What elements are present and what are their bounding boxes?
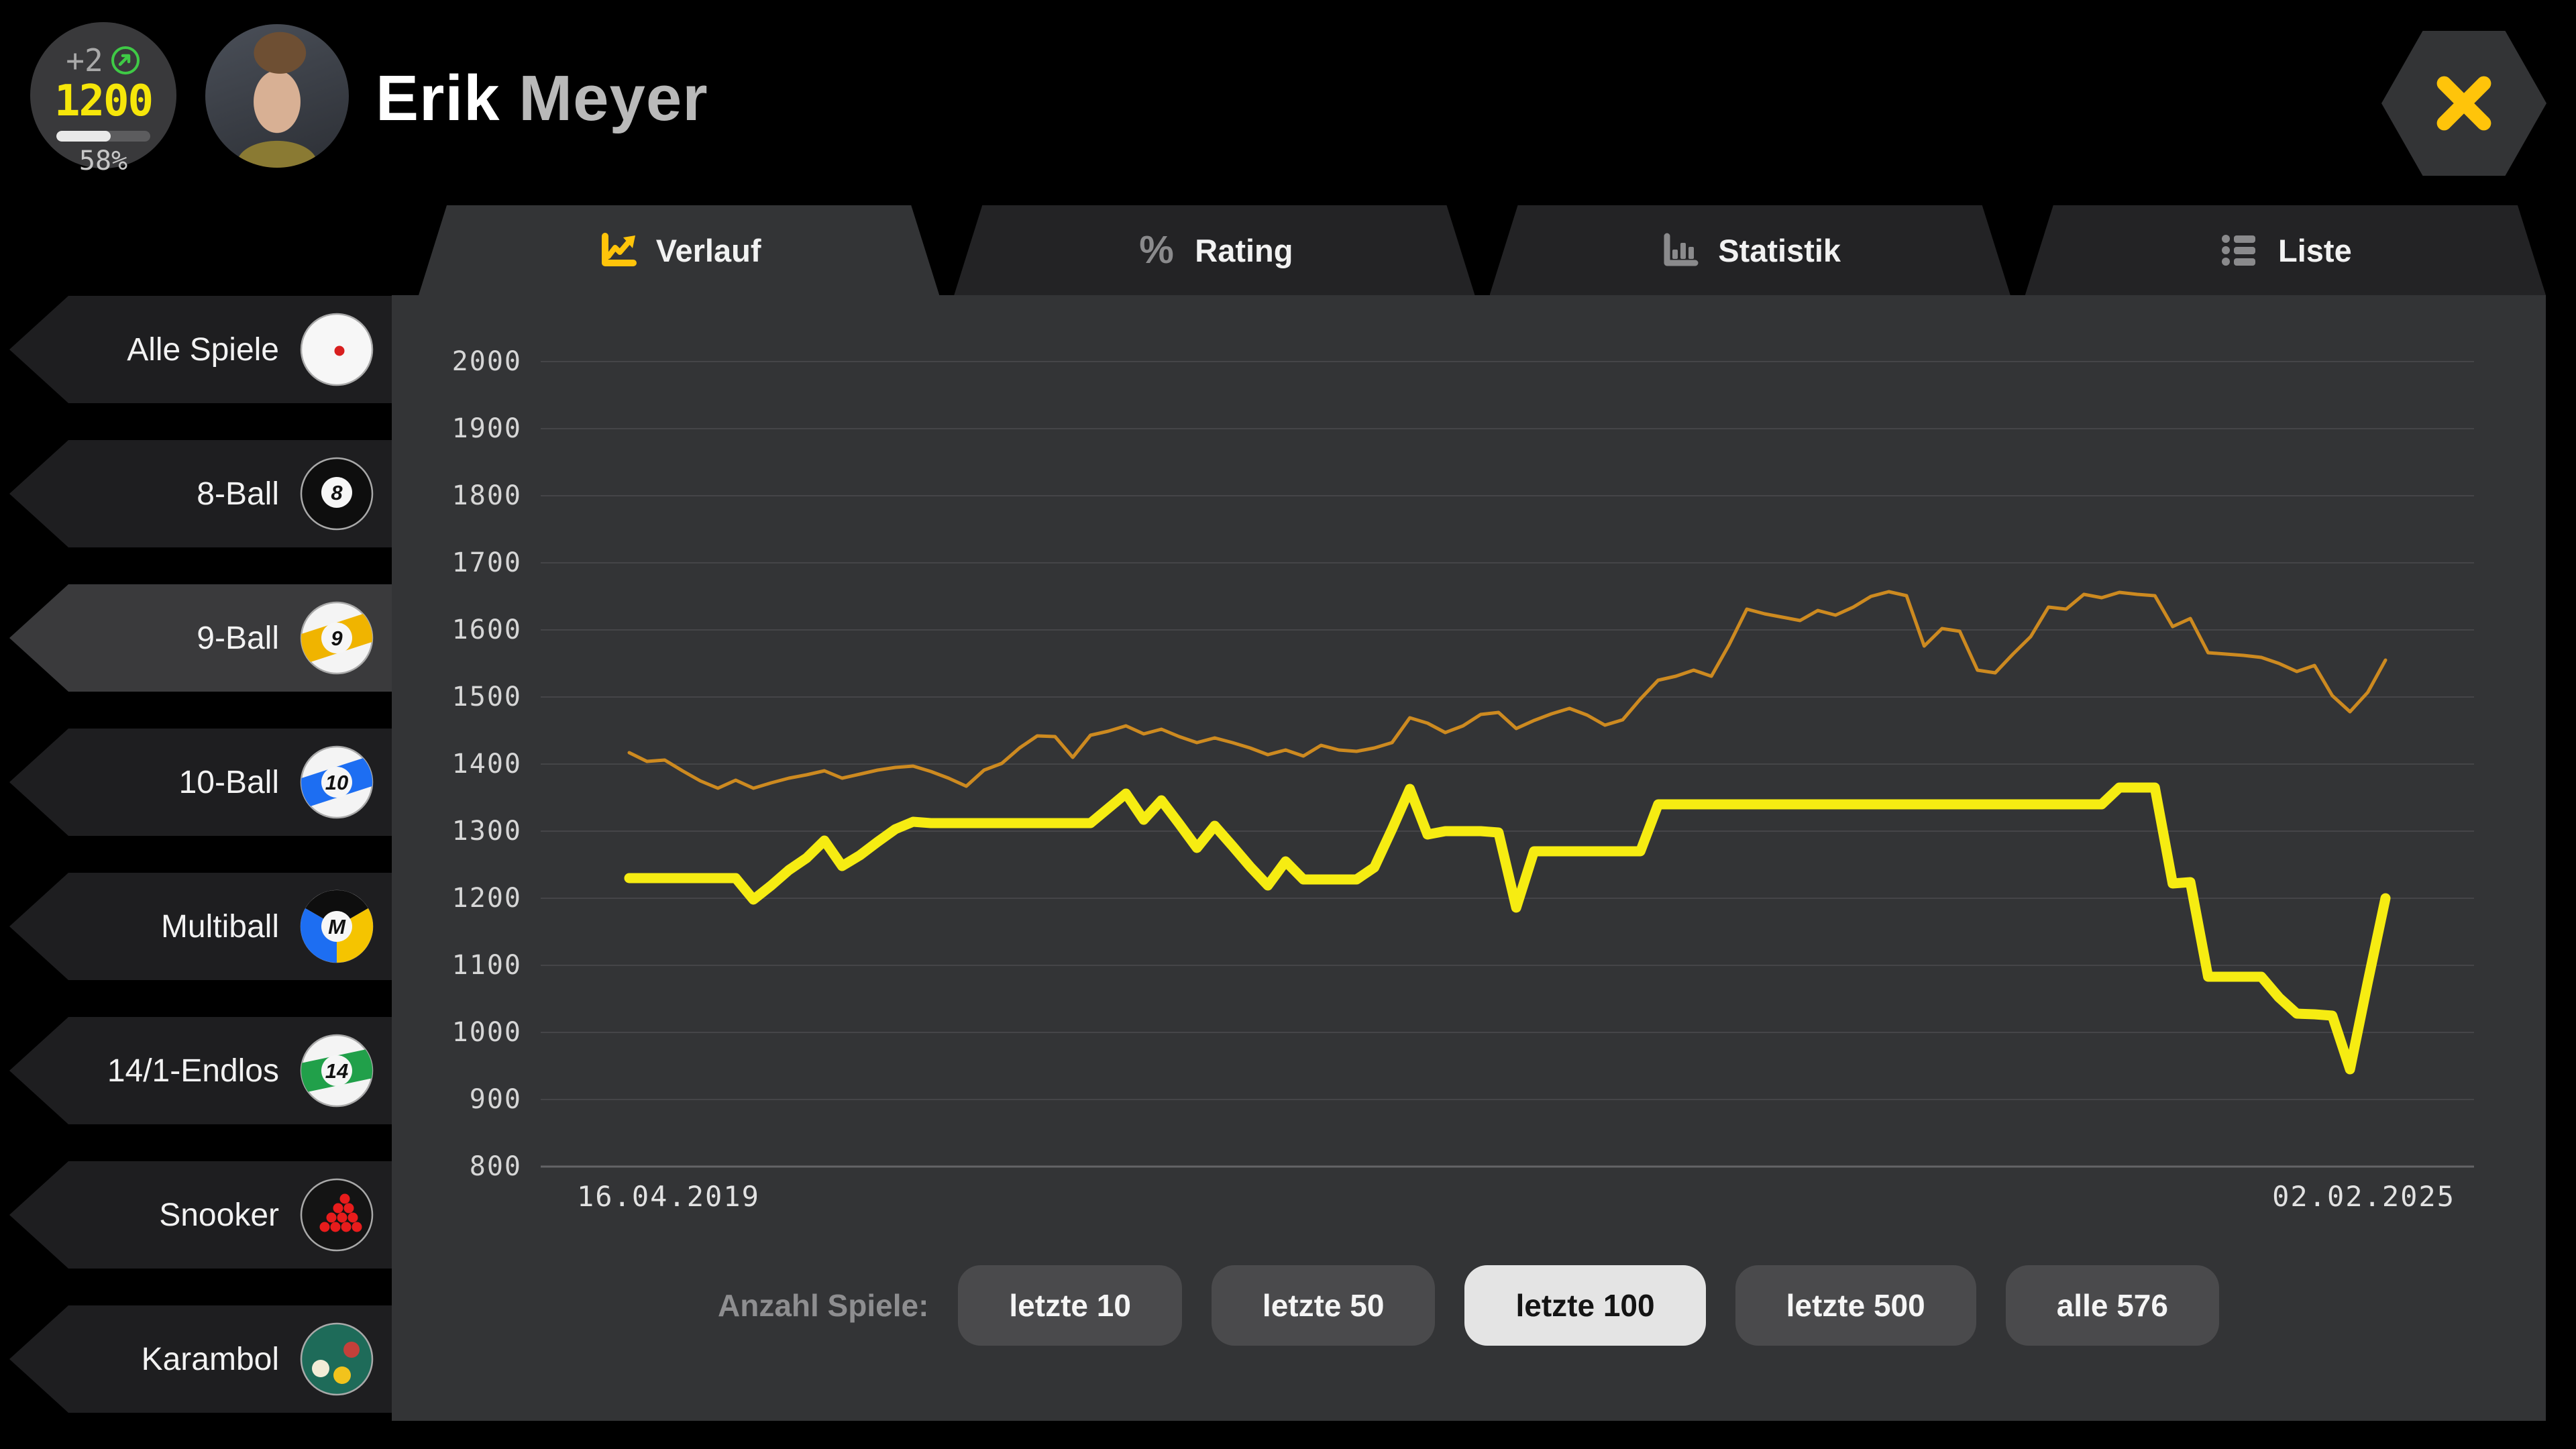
y-tick-label: 900 xyxy=(470,1084,522,1115)
rating-value: 1200 xyxy=(54,76,154,126)
eight-ball-icon: 8 xyxy=(300,457,374,531)
ten-ball-icon: 10 xyxy=(300,745,374,819)
sidebar-item-label: 10-Ball xyxy=(178,764,279,800)
y-tick-label: 1600 xyxy=(452,614,522,645)
tab-label: Statistik xyxy=(1718,232,1841,268)
filter-button-letzte-100[interactable]: letzte 100 xyxy=(1464,1265,1706,1346)
sidebar-item-alle-spiele[interactable]: Alle Spiele xyxy=(9,296,392,403)
y-tick-label: 1100 xyxy=(452,950,522,981)
filter-button-letzte-50[interactable]: letzte 50 xyxy=(1211,1265,1436,1346)
content-panel: 2000 1900 1800 1700 1600 1500 1400 1300 1200 1100… xyxy=(392,295,2546,1421)
multiball-icon: M xyxy=(300,890,374,963)
player-first-name: Erik xyxy=(376,62,500,134)
list-icon xyxy=(2219,229,2261,271)
sidebar-item-multiball[interactable]: Multiball M xyxy=(9,873,392,980)
filter-label: Anzahl Spiele: xyxy=(718,1288,929,1323)
tab-label: Verlauf xyxy=(655,232,761,268)
tab-liste[interactable]: Liste xyxy=(2025,205,2546,295)
y-tick-label: 1200 xyxy=(452,883,522,914)
y-tick-label: 1300 xyxy=(452,816,522,847)
y-tick-label: 1500 xyxy=(452,682,522,712)
rating-delta: +2 xyxy=(66,42,103,78)
sidebar-item-label: Karambol xyxy=(141,1341,279,1377)
rating-badge: +2 1200 58% xyxy=(30,22,176,176)
tab-verlauf[interactable]: Verlauf xyxy=(419,205,939,295)
svg-text:8: 8 xyxy=(331,481,343,504)
y-tick-label: 1900 xyxy=(452,413,522,444)
rating-progressbar xyxy=(56,131,150,142)
series-yellow-line xyxy=(624,782,2391,1075)
line-chart-icon xyxy=(597,229,639,271)
tab-rating[interactable]: % Rating xyxy=(954,205,1474,295)
tab-label: Liste xyxy=(2278,232,2352,268)
rating-percent: 58% xyxy=(78,146,128,176)
sidebar-item-10-ball[interactable]: 10-Ball 10 xyxy=(9,729,392,836)
y-tick-label: 1700 xyxy=(452,547,522,578)
y-tick-label: 1400 xyxy=(452,749,522,780)
cue-ball-icon xyxy=(300,313,374,386)
y-tick-label: 2000 xyxy=(452,346,522,377)
tab-statistik[interactable]: Statistik xyxy=(1490,205,2010,295)
sidebar-item-9-ball[interactable]: 9-Ball 9 xyxy=(9,584,392,692)
sidebar-item-karambol[interactable]: Karambol xyxy=(9,1305,392,1413)
snooker-icon xyxy=(300,1178,374,1252)
close-button[interactable] xyxy=(2381,31,2546,176)
sidebar-item-14-1-endlos[interactable]: 14/1-Endlos 14 xyxy=(9,1017,392,1124)
close-icon xyxy=(2436,76,2491,131)
sidebar: Alle Spiele 8-Ball 8 9-Ball 9 10-Ball 10 Multib… xyxy=(0,0,392,1449)
sidebar-item-label: Snooker xyxy=(159,1197,279,1233)
sidebar-item-label: Multiball xyxy=(160,908,279,945)
nine-ball-icon: 9 xyxy=(300,601,374,675)
svg-text:10: 10 xyxy=(325,771,348,794)
percent-icon: % xyxy=(1136,229,1177,271)
karambol-icon xyxy=(300,1322,374,1396)
trend-up-icon xyxy=(111,46,140,74)
y-tick-label: 1000 xyxy=(452,1017,522,1048)
y-tick-label: 800 xyxy=(470,1151,522,1182)
player-last-name: Meyer xyxy=(519,62,708,134)
sidebar-item-label: 8-Ball xyxy=(197,476,279,512)
svg-text:14: 14 xyxy=(325,1059,348,1083)
filter-button-alle-576[interactable]: alle 576 xyxy=(2005,1265,2219,1346)
svg-text:%: % xyxy=(1139,229,1174,271)
sidebar-item-label: 14/1-Endlos xyxy=(107,1053,279,1089)
svg-text:9: 9 xyxy=(331,627,343,650)
svg-text:M: M xyxy=(328,915,346,938)
tab-bar: Verlauf% Rating Statistik Liste xyxy=(419,205,2546,295)
x-axis-start-date: 16.04.2019 xyxy=(577,1180,760,1213)
rating-progress-fill xyxy=(56,131,111,142)
sidebar-item-snooker[interactable]: Snooker xyxy=(9,1161,392,1269)
tab-label: Rating xyxy=(1195,232,1293,268)
y-tick-label: 1800 xyxy=(452,480,522,511)
sidebar-item-8-ball[interactable]: 8-Ball 8 xyxy=(9,440,392,547)
bar-chart-icon xyxy=(1659,229,1701,271)
filter-button-letzte-500[interactable]: letzte 500 xyxy=(1735,1265,1976,1346)
filter-button-letzte-10[interactable]: letzte 10 xyxy=(958,1265,1182,1346)
sidebar-item-label: Alle Spiele xyxy=(127,331,279,368)
x-axis-end-date: 02.02.2025 xyxy=(2272,1180,2455,1213)
series-orange-line xyxy=(627,590,2387,790)
rating-history-chart: 2000 1900 1800 1700 1600 1500 1400 1300 1200 1100… xyxy=(452,346,2474,1213)
sidebar-item-label: 9-Ball xyxy=(197,620,279,656)
games-count-filter: Anzahl Spiele: letzte 10 letzte 50 letzte … xyxy=(718,1265,2219,1346)
fourteen-one-ball-icon: 14 xyxy=(300,1034,374,1108)
avatar xyxy=(205,24,349,168)
page-title: Erik Meyer xyxy=(376,62,708,136)
